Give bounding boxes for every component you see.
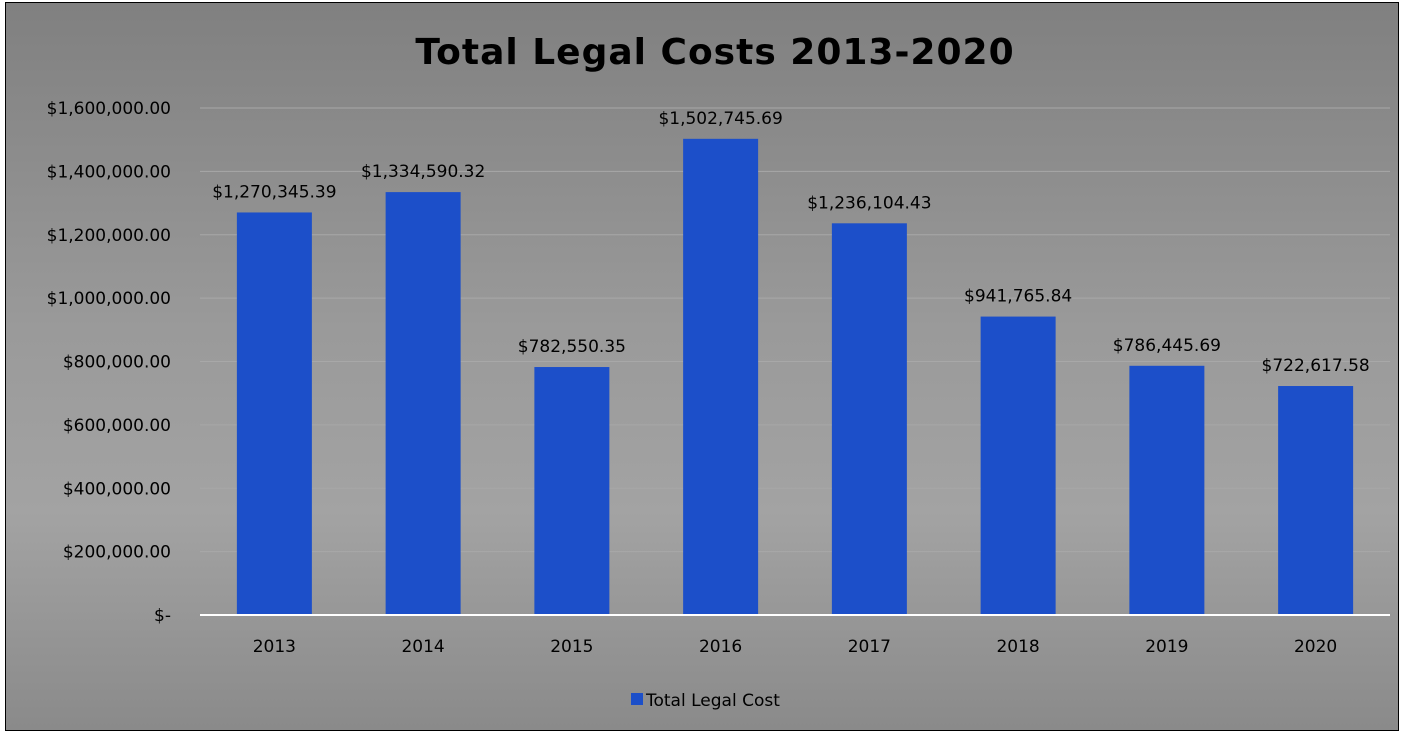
data-label-2016: $1,502,745.69 [658,109,782,129]
x-tick-label: 2015 [550,637,593,657]
bar-2016[interactable] [683,138,759,616]
bar-2013[interactable] [236,212,312,616]
x-tick-label: 2013 [253,637,296,657]
x-tick-label: 2020 [1294,637,1337,657]
x-tick-label: 2016 [699,637,742,657]
data-label-2019: $786,445.69 [1113,336,1221,356]
data-label-2013: $1,270,345.39 [212,182,336,202]
y-tick-label: $- [154,606,171,626]
x-tick-label: 2019 [1145,637,1188,657]
y-axis-tick-labels: $- $200,000.00 $400,000.00 $600,000.00 $800,… [47,99,171,626]
bar-2017[interactable] [831,223,907,616]
x-tick-label: 2017 [848,637,891,657]
y-tick-label: $1,000,000.00 [47,289,171,309]
y-tick-label: $200,000.00 [63,543,171,563]
bar-2015[interactable] [534,367,610,615]
chart-title: Total Legal Costs 2013-2020 [415,32,1014,73]
y-tick-label: $1,600,000.00 [47,99,171,119]
bar-2020[interactable] [1278,386,1354,615]
bar-2019[interactable] [1129,365,1205,615]
x-tick-label: 2014 [401,637,444,657]
y-tick-label: $1,200,000.00 [47,226,171,246]
bar-2014[interactable] [385,192,461,616]
legend-swatch [631,693,643,705]
y-tick-label: $400,000.00 [63,479,171,499]
data-label-2020: $722,617.58 [1262,356,1370,376]
y-tick-label: $600,000.00 [63,416,171,436]
data-label-2014: $1,334,590.32 [361,162,485,182]
data-labels: $1,270,345.39 $1,334,590.32 $782,550.35 $1,… [212,109,1370,376]
legend[interactable]: Total Legal Cost [631,691,780,711]
y-tick-label: $1,400,000.00 [47,162,171,182]
data-label-2015: $782,550.35 [518,337,626,357]
bars [236,138,1354,616]
y-tick-label: $800,000.00 [63,353,171,373]
data-label-2018: $941,765.84 [964,287,1072,307]
x-axis-tick-labels: 2013 2014 2015 2016 2017 2018 2019 2020 [253,637,1338,657]
x-tick-label: 2018 [996,637,1039,657]
legend-label: Total Legal Cost [645,691,780,711]
data-label-2017: $1,236,104.43 [807,193,931,213]
bar-2018[interactable] [980,316,1056,615]
